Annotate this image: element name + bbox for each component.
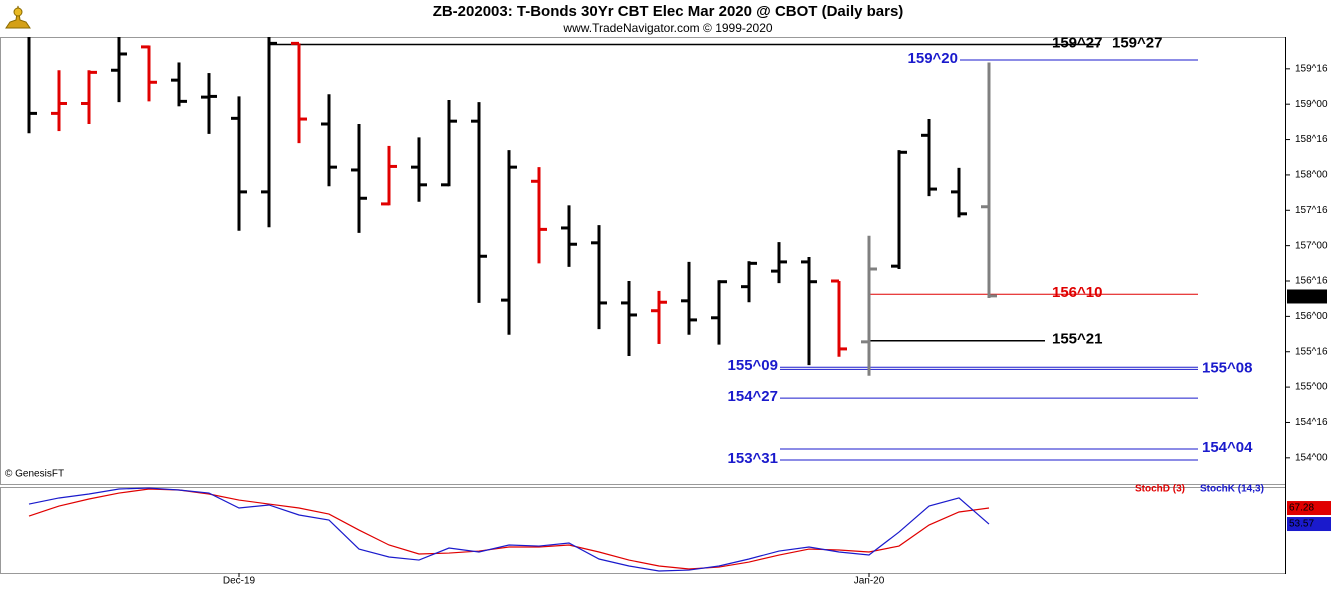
- chart-subtitle: www.TradeNavigator.com © 1999-2020: [562, 21, 772, 35]
- price-bar: [171, 62, 187, 107]
- price-bar: [201, 73, 217, 134]
- price-bar: [801, 256, 817, 366]
- price-bar: [711, 280, 727, 345]
- price-bar: [261, 37, 277, 228]
- y-tick-label: 156^16: [1295, 276, 1328, 287]
- price-bar: [231, 96, 247, 231]
- y-tick-label: 159^00: [1295, 99, 1328, 110]
- y-tick-label: 154^00: [1295, 452, 1328, 463]
- price-bar: [441, 99, 457, 187]
- level-label: 155^21: [1052, 331, 1102, 348]
- y-tick-label: 154^16: [1295, 417, 1328, 428]
- last-value-box: [1287, 517, 1331, 532]
- last-value-label: 67.28: [1289, 503, 1314, 514]
- level-label: 159^27: [1052, 34, 1102, 51]
- price-bar: [471, 102, 487, 303]
- x-tick-label: Jan-20: [854, 576, 885, 587]
- y-tick-label: 158^16: [1295, 134, 1328, 145]
- price-bar: [591, 225, 607, 330]
- chart-title: ZB-202003: T-Bonds 30Yr CBT Elec Mar 202…: [433, 3, 904, 20]
- last-price-box: [1287, 289, 1327, 304]
- y-tick-label: 157^16: [1295, 205, 1328, 216]
- price-bar: [381, 145, 397, 206]
- price-bar: [951, 167, 967, 218]
- price-bar: [351, 123, 367, 233]
- price-bar: [981, 62, 997, 298]
- price-bar: [81, 70, 97, 124]
- level-label: 154^04: [1202, 439, 1253, 456]
- level-label: 159^27: [1112, 34, 1162, 51]
- price-bar: [411, 137, 427, 202]
- price-bar: [621, 281, 637, 356]
- price-bar: [141, 45, 157, 102]
- price-bar: [531, 167, 547, 264]
- y-tick-label: 157^00: [1295, 240, 1328, 251]
- price-bar: [291, 41, 307, 144]
- level-label: 155^08: [1202, 359, 1252, 376]
- watermark: © GenesisFT: [5, 469, 64, 480]
- x-tick-label: Dec-19: [223, 576, 256, 587]
- legend-entry: StochD (3): [1135, 484, 1185, 495]
- price-bar: [831, 279, 847, 357]
- y-tick-label: 159^16: [1295, 63, 1328, 74]
- price-bar: [321, 94, 337, 187]
- price-bar: [861, 235, 877, 376]
- level-label: 154^27: [728, 388, 778, 405]
- price-bar: [741, 261, 757, 303]
- level-label: 153^31: [728, 450, 778, 467]
- price-bar: [51, 70, 67, 132]
- last-price-label: 156^09: [1290, 291, 1323, 302]
- price-bar: [27, 37, 37, 134]
- price-bar: [501, 150, 517, 335]
- y-tick-label: 158^00: [1295, 170, 1328, 181]
- price-bar: [561, 205, 577, 267]
- price-bar: [681, 261, 697, 335]
- y-tick-label: 155^16: [1295, 346, 1328, 357]
- legend-entry: StochK (14,3): [1200, 484, 1264, 495]
- y-tick-label: 156^00: [1295, 311, 1328, 322]
- last-value-box: [1287, 501, 1331, 516]
- level-label: 155^09: [728, 357, 778, 374]
- level-label: 156^10: [1052, 284, 1102, 301]
- level-label: 159^20: [908, 50, 958, 67]
- price-bar: [651, 290, 667, 344]
- last-value-label: 53.57: [1289, 519, 1314, 530]
- indicator-line: [28, 487, 990, 572]
- price-bar: [891, 150, 907, 269]
- y-tick-label: 155^00: [1295, 382, 1328, 393]
- logo: [5, 5, 31, 29]
- price-bar: [111, 37, 127, 103]
- price-bar: [921, 119, 937, 197]
- price-bar: [771, 242, 787, 284]
